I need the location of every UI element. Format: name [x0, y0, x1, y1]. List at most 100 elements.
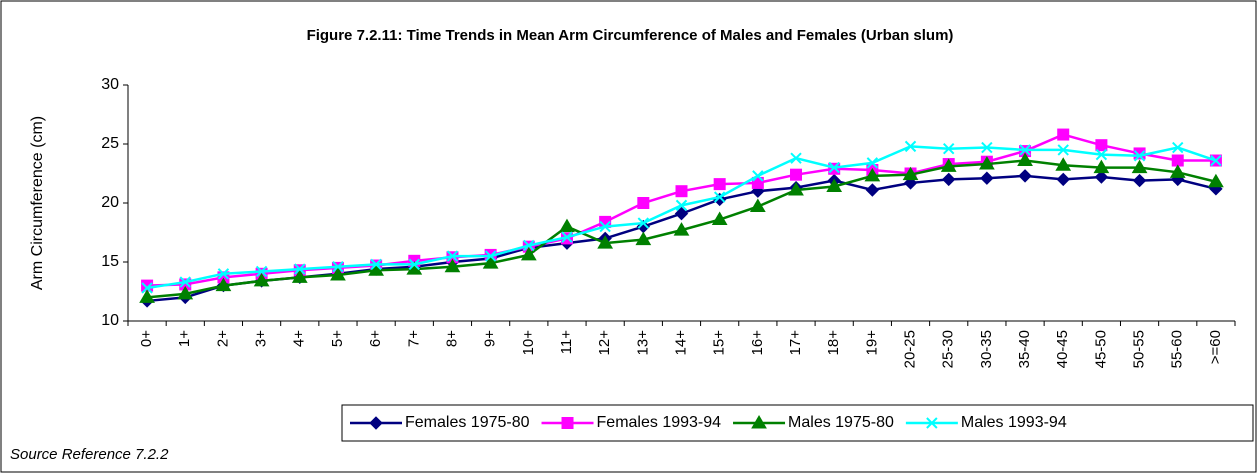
- marker: [826, 178, 843, 192]
- marker: [942, 143, 955, 155]
- marker: [1133, 150, 1146, 162]
- marker: [1019, 144, 1031, 156]
- marker: [523, 239, 535, 252]
- x-tick-label: 18+: [825, 330, 842, 356]
- marker: [482, 255, 499, 269]
- x-tick-label: 12+: [596, 330, 613, 356]
- marker: [749, 198, 766, 213]
- marker: [179, 276, 191, 288]
- marker: [294, 263, 306, 275]
- x-tick-label: 8+: [443, 330, 460, 347]
- marker: [1017, 152, 1033, 167]
- marker: [865, 183, 880, 197]
- marker: [904, 140, 917, 153]
- marker: [751, 176, 764, 189]
- marker: [561, 417, 574, 429]
- marker: [941, 172, 956, 187]
- marker: [752, 170, 764, 182]
- x-tick-label: 15+: [711, 330, 728, 356]
- marker: [828, 161, 840, 174]
- marker: [980, 171, 994, 185]
- marker: [711, 211, 728, 226]
- marker: [139, 289, 155, 303]
- marker: [1172, 141, 1184, 154]
- x-tick-label: 55-60: [1169, 330, 1186, 368]
- x-tick-label: 50-55: [1131, 330, 1148, 368]
- marker: [788, 182, 804, 196]
- x-tick-label: 2+: [214, 330, 231, 347]
- legend-label: Males 1993-94: [961, 414, 1067, 431]
- marker: [1093, 159, 1110, 174]
- marker: [1018, 169, 1032, 183]
- y-tick-label: 30: [101, 76, 119, 93]
- x-tick-label: 45-50: [1092, 330, 1109, 368]
- x-tick-label: 40-45: [1054, 330, 1071, 368]
- x-tick-label: 17+: [787, 330, 804, 356]
- marker: [637, 197, 650, 209]
- marker: [215, 277, 232, 292]
- x-tick-label: 9+: [482, 330, 499, 347]
- marker: [446, 250, 459, 262]
- legend-label: Males 1975-80: [788, 414, 894, 431]
- x-tick-label: 35-40: [1016, 330, 1033, 368]
- marker: [1056, 172, 1070, 187]
- x-tick-label: 13+: [634, 330, 651, 356]
- marker: [217, 268, 230, 280]
- marker: [1208, 173, 1224, 188]
- marker: [444, 258, 461, 273]
- x-tick-label: 20-25: [902, 330, 919, 368]
- marker: [790, 168, 803, 181]
- x-tick-label: 25-30: [940, 330, 957, 368]
- marker: [559, 218, 575, 233]
- marker: [1057, 144, 1069, 156]
- x-tick-label: 16+: [749, 330, 766, 356]
- x-tick-label: 11+: [558, 330, 575, 355]
- marker: [1133, 147, 1146, 160]
- marker: [1169, 164, 1186, 178]
- marker: [1055, 157, 1072, 171]
- marker: [902, 166, 919, 181]
- y-tick-label: 15: [101, 253, 119, 270]
- source-note: Source Reference 7.2.2: [10, 446, 169, 463]
- marker: [790, 152, 802, 164]
- marker: [674, 206, 689, 221]
- y-tick-label: 10: [101, 312, 119, 329]
- marker: [979, 156, 995, 170]
- marker: [864, 167, 881, 182]
- x-tick-label: 14+: [672, 330, 689, 356]
- marker: [637, 217, 650, 229]
- marker: [561, 231, 573, 243]
- marker: [141, 282, 153, 294]
- marker: [981, 141, 993, 154]
- marker: [253, 272, 270, 287]
- x-tick-label: 30-35: [978, 330, 995, 368]
- legend-item: Females 1975-80: [350, 414, 530, 431]
- marker: [940, 158, 957, 172]
- marker: [484, 250, 497, 262]
- legend-item: Females 1993-94: [541, 414, 721, 431]
- marker: [597, 235, 614, 249]
- x-tick-label: 3+: [253, 330, 270, 347]
- x-tick-label: 4+: [291, 330, 308, 347]
- legend-box: [341, 404, 1254, 442]
- x-tick-label: 0+: [138, 330, 155, 347]
- marker: [675, 185, 688, 198]
- marker: [635, 231, 652, 246]
- legend-item: Males 1993-94: [905, 414, 1067, 431]
- marker: [520, 246, 537, 261]
- marker: [751, 415, 767, 429]
- x-tick-label: 1+: [176, 330, 193, 347]
- y-tick-label: 20: [101, 194, 119, 211]
- marker: [713, 178, 726, 191]
- y-tick-label: 25: [101, 135, 119, 152]
- marker: [1132, 173, 1147, 188]
- marker: [369, 416, 383, 430]
- legend-label: Females 1975-80: [405, 414, 530, 431]
- marker: [370, 258, 382, 271]
- x-tick-label: 5+: [329, 330, 346, 347]
- marker: [675, 199, 688, 212]
- marker: [866, 157, 879, 169]
- marker: [1094, 170, 1109, 184]
